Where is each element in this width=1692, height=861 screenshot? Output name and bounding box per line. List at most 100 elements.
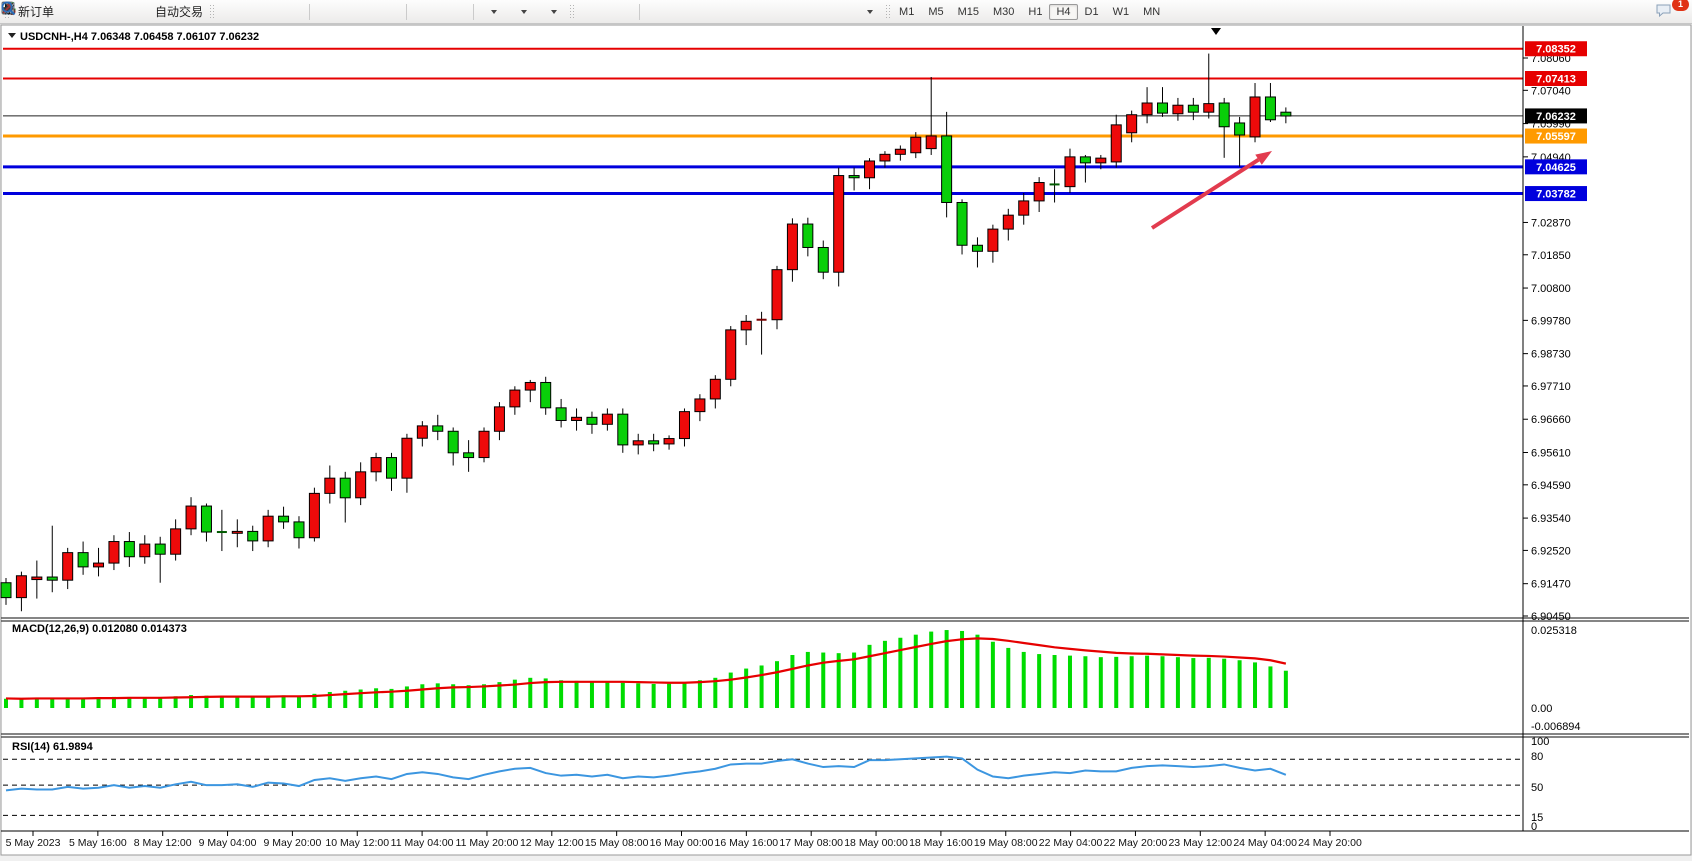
time-tick-label: 22 May 04:00 (1039, 837, 1103, 849)
candle-body (123, 541, 135, 558)
text-label-button[interactable]: T (2, 1, 853, 23)
timeframe-M15[interactable]: M15 (957, 5, 979, 18)
macd-histogram-bar (512, 679, 517, 708)
macd-histogram-bar (852, 652, 857, 708)
time-tick-label: 22 May 20:00 (1104, 837, 1168, 849)
macd-histogram-bar (1083, 656, 1088, 708)
candle-body (817, 246, 829, 273)
auto-scroll-button[interactable] (2, 1, 440, 23)
price-tag-box (1525, 186, 1587, 202)
price-tick-label: 6.93540 (1531, 513, 1571, 525)
macd-histogram-bar (1067, 655, 1072, 708)
candle-body (925, 135, 937, 150)
navigator-button[interactable] (2, 1, 118, 23)
candle-body (1141, 102, 1153, 116)
price-tick-label: 6.96660 (1531, 414, 1571, 426)
trend-arrow[interactable] (1150, 151, 1272, 230)
price-axis[interactable]: 7.080607.070407.059907.049407.028707.018… (1523, 53, 1571, 623)
price-tag-7.08352: 7.08352 (1525, 41, 1587, 57)
macd-histogram-bar (805, 651, 810, 708)
new-order-button[interactable]: 新订单 (2, 1, 58, 23)
templates-button[interactable] (1, 1, 567, 23)
candle-body (1018, 200, 1030, 216)
price-tick-label: 6.94590 (1531, 480, 1571, 492)
price-tick-label: 7.00800 (1531, 283, 1571, 295)
candle-body (478, 430, 490, 459)
price-tag-7.05597: 7.05597 (1525, 128, 1587, 144)
timeframe-D1[interactable]: D1 (1084, 5, 1099, 18)
candles (0, 53, 1292, 612)
chart-shift-marker[interactable] (1211, 28, 1221, 35)
timeframe-M5[interactable]: M5 (928, 5, 944, 18)
timeframe-H4[interactable]: H4 (1049, 3, 1078, 20)
macd-histogram-bar (1191, 658, 1196, 708)
candle-body (617, 413, 629, 446)
time-tick-label: 9 May 04:00 (199, 837, 257, 849)
time-tick-label: 10 May 12:00 (325, 837, 389, 849)
time-tick-label: 8 May 12:00 (134, 837, 192, 849)
arrows-tool-button[interactable] (2, 1, 883, 23)
chart-shift-button[interactable] (2, 1, 470, 23)
candle-body (586, 416, 598, 425)
candle-body (1095, 157, 1107, 164)
candle-body (1033, 182, 1045, 202)
periods-button[interactable] (1, 1, 537, 23)
macd-histogram-bar (435, 683, 440, 708)
toolbar: 新订单 自动交易 (0, 0, 1692, 24)
candle-body (62, 552, 74, 581)
macd-histogram-bar (682, 682, 687, 708)
rsi-scale-15: 15 (1531, 812, 1543, 824)
timeframe-H1[interactable]: H1 (1028, 5, 1043, 18)
candle-body (1187, 104, 1199, 113)
macd-histogram-bar (34, 698, 39, 708)
crosshair-button[interactable] (2, 1, 636, 23)
group-drag-handle[interactable] (569, 3, 575, 20)
signal-button[interactable] (2, 1, 148, 23)
fibonacci-button[interactable]: F (2, 1, 793, 23)
macd-histogram-bar (790, 655, 795, 708)
group-drag-handle[interactable] (885, 3, 891, 20)
vertical-line-button[interactable] (7, 1, 673, 23)
timeframe-M30[interactable]: M30 (993, 5, 1015, 18)
candle-body (432, 425, 444, 432)
candle-body (93, 562, 105, 568)
text-button[interactable]: A (4, 1, 823, 23)
channel-button[interactable]: E (1, 1, 763, 23)
market-watch-button[interactable] (2, 1, 88, 23)
macd-histogram-bar (697, 680, 702, 708)
indicators-button[interactable] (2, 1, 507, 23)
candle-body (1218, 102, 1230, 128)
macd-histogram-bar (667, 683, 672, 708)
candlestick-button[interactable] (2, 1, 276, 23)
group-drag-handle[interactable] (209, 3, 215, 20)
search-button[interactable] (1, 1, 1650, 23)
timeframe-MN[interactable]: MN (1143, 5, 1161, 18)
auto-trading-button[interactable]: 自动交易 (1, 1, 207, 23)
macd-histogram-bar (1129, 656, 1134, 708)
price-tick-label: 7.02870 (1531, 217, 1571, 229)
candle-body (1079, 156, 1091, 164)
tile-windows-button[interactable] (2, 1, 403, 23)
zoom-in-button[interactable] (2, 1, 343, 23)
candle-body (725, 329, 737, 380)
candle-body (540, 381, 552, 409)
candle-body (802, 223, 814, 248)
chat-button[interactable]: 1 (1654, 0, 1689, 23)
bar-chart-button[interactable] (2, 1, 246, 23)
candle-body (447, 430, 459, 454)
macd-histogram-bar (343, 690, 348, 708)
trendline-button[interactable] (2, 1, 733, 23)
timeframe-M1[interactable]: M1 (899, 5, 915, 18)
cursor-button[interactable] (5, 1, 606, 23)
chart-title-expander-icon[interactable] (8, 33, 16, 38)
time-tick-label: 15 May 08:00 (585, 837, 649, 849)
zoom-out-button[interactable] (2, 1, 373, 23)
line-chart-button[interactable] (2, 1, 306, 23)
time-axis[interactable]: 5 May 2023 5 May 16:00 8 May 12:00 9 May 04… (6, 831, 1362, 849)
time-tick-label: 16 May 16:00 (715, 837, 779, 849)
timeframe-W1[interactable]: W1 (1112, 5, 1130, 18)
candle-body (108, 541, 120, 564)
level-lines (3, 47, 1523, 196)
horizontal-line-button[interactable] (2, 1, 703, 23)
